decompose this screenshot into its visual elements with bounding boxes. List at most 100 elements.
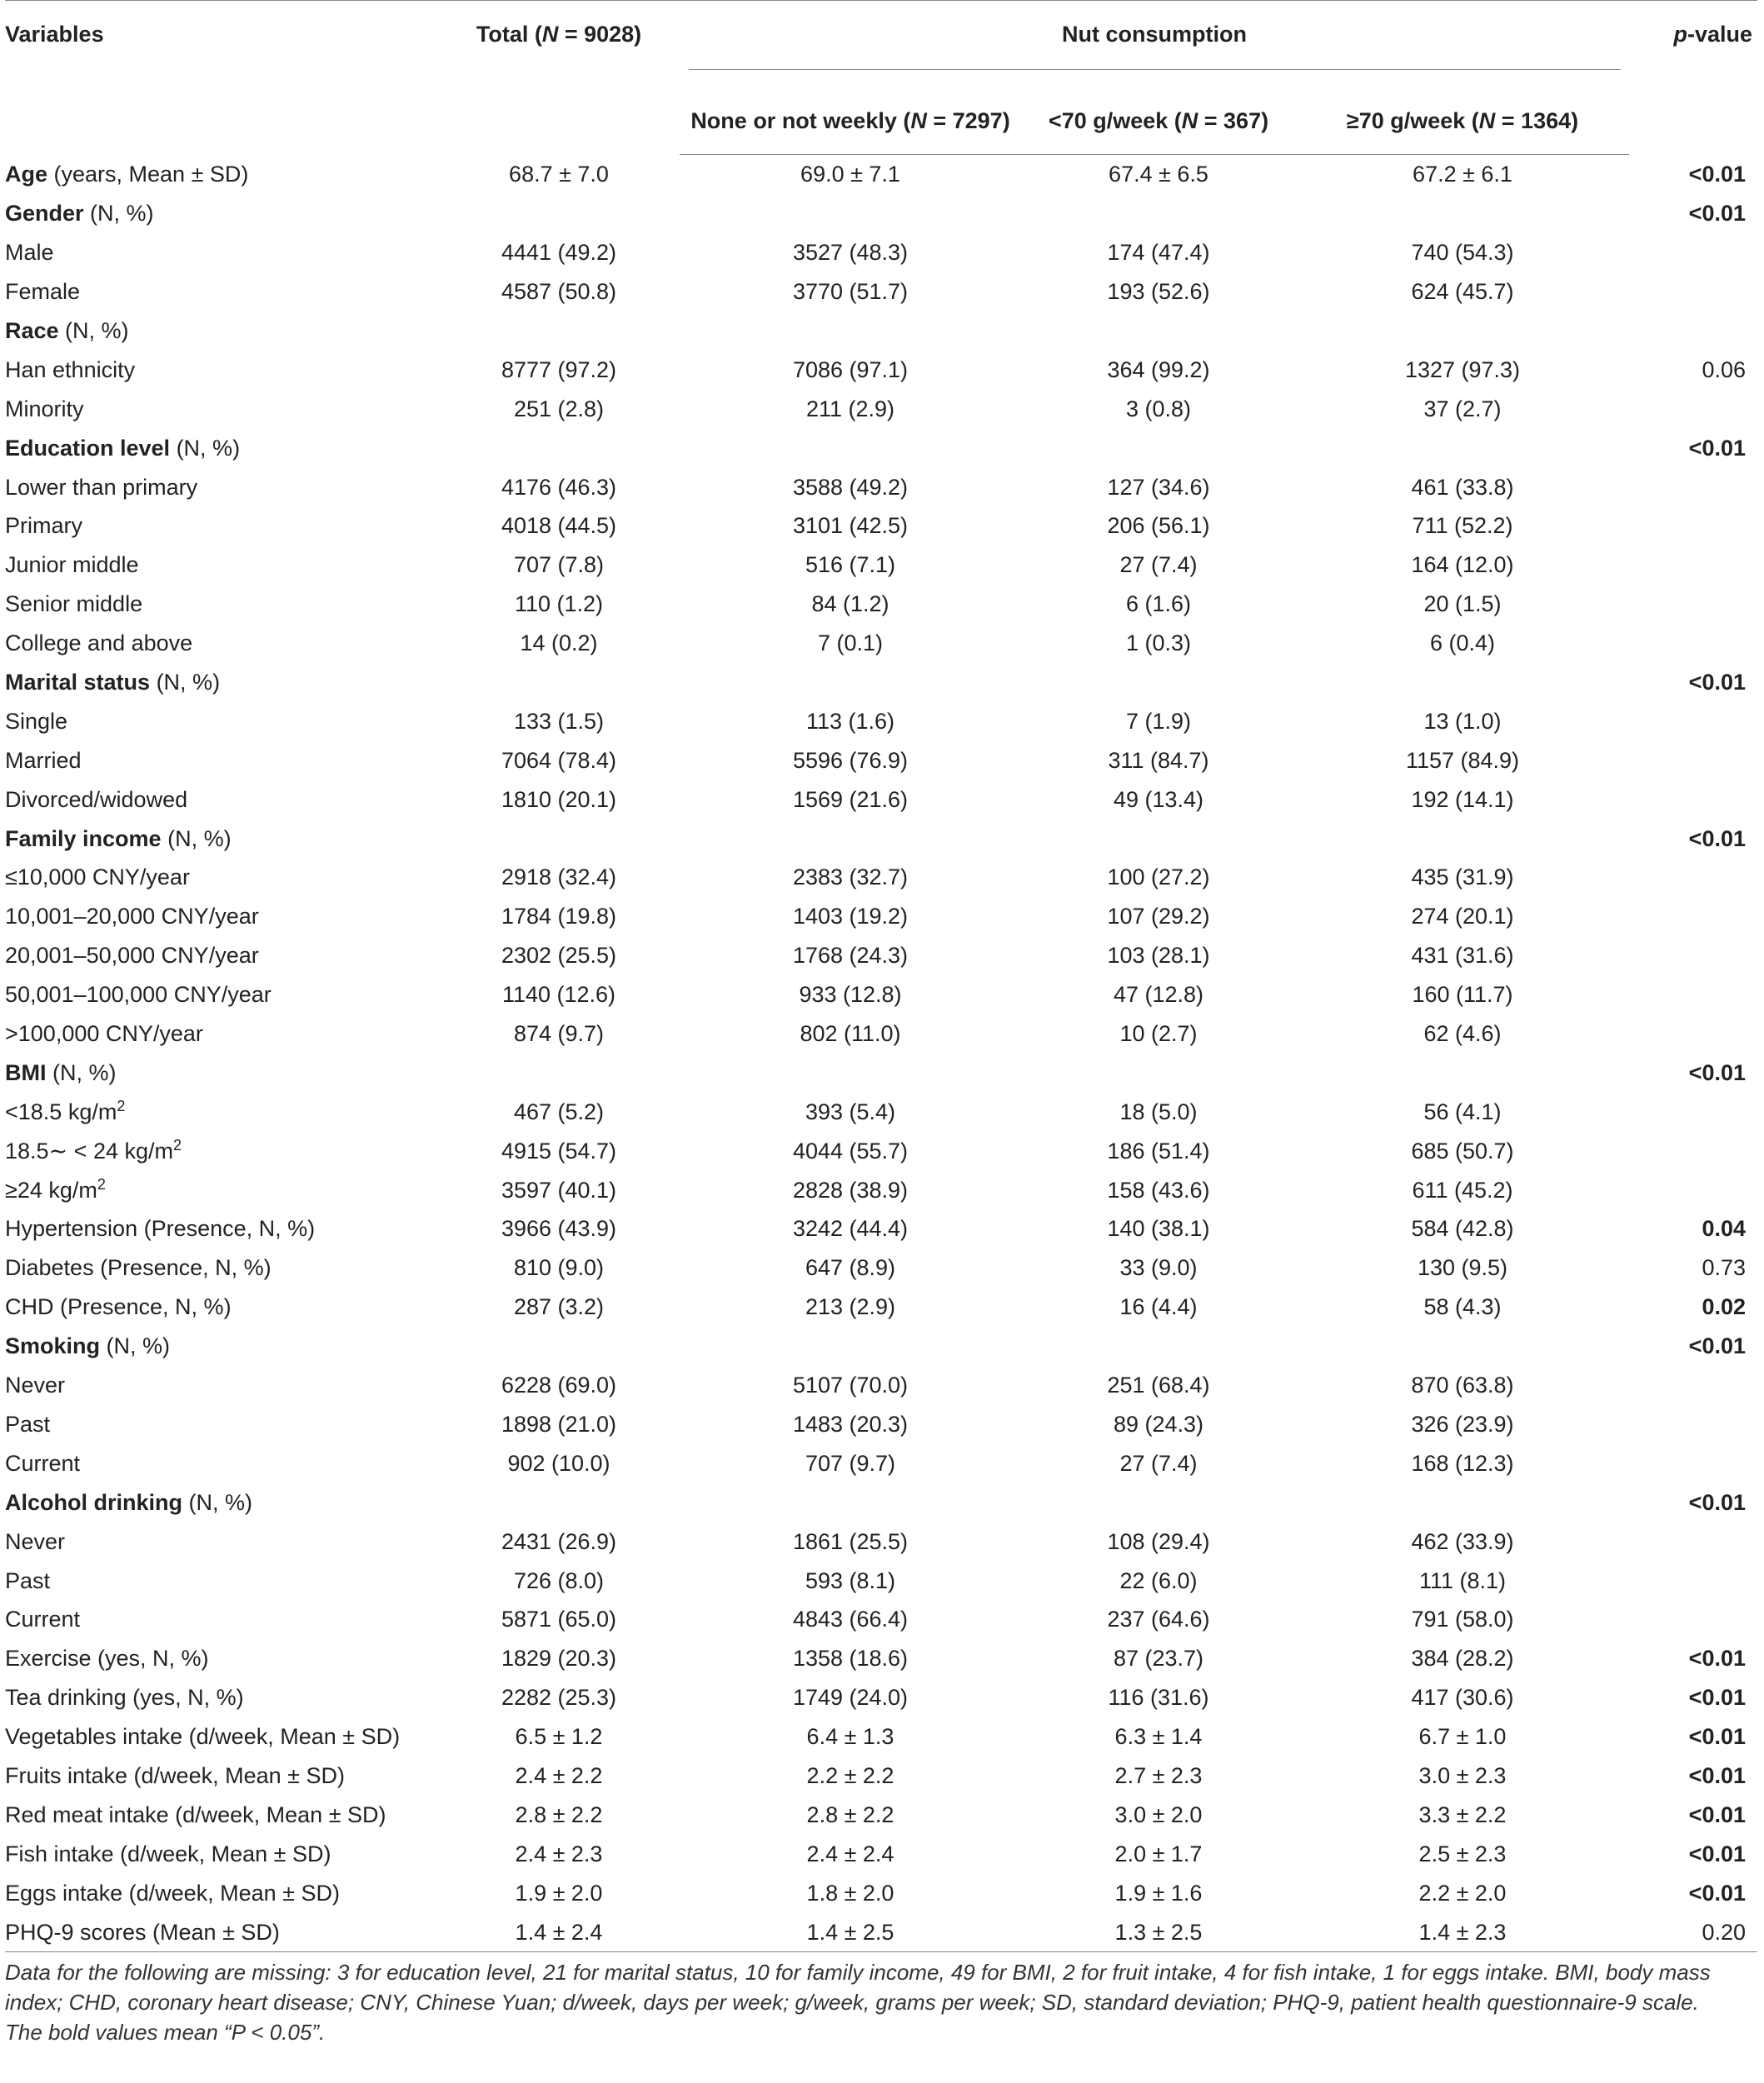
lt70-group-cell: 1.9 ± 1.6 [1114,1880,1203,1906]
total-cell: 5871 (65.0) [501,1607,617,1632]
lt70-group-cell: 100 (27.2) [1107,865,1210,890]
none-group-cell: 1569 (21.6) [792,786,909,812]
lt70-group-cell: 18 (5.0) [1119,1099,1198,1124]
lt70-group-cell: 107 (29.2) [1107,904,1210,929]
none-group-cell [680,1483,1021,1522]
table-row: Education level (N, %) <0.01 [5,428,1757,467]
none-group-cell: 7086 (97.1) [792,356,909,382]
table-row: Never 2431 (26.9) 1861 (25.5) 108 (29.4) 462… [5,1522,1757,1561]
table-row: 10,001–20,000 CNY/year 1784 (19.8) 1403 (1… [5,897,1757,936]
variable-bold-label: Marital status [5,670,151,695]
variable-label: Minority [5,396,84,421]
variable-label: ≥24 kg/m [5,1177,97,1203]
total-cell [438,1327,680,1366]
variable-label: (years, Mean ± SD) [47,162,249,187]
variable-cell: ≤10,000 CNY/year [5,858,438,897]
none-group-cell: 2383 (32.7) [792,865,909,890]
table-row: Age (years, Mean ± SD) 68.7 ± 7.0 69.0 ± 7… [5,155,1757,194]
total-cell [438,819,680,858]
p-value-cell: <0.01 [1688,1489,1746,1515]
none-group-cell [680,311,1021,351]
header-group-lt70: <70 g/week (N = 367) [1021,87,1296,155]
variable-cell: Past [5,1405,438,1444]
none-group-cell: 6.4 ± 1.3 [806,1724,894,1750]
variable-cell: Married [5,740,438,780]
p-value-cell: 0.04 [1702,1216,1746,1242]
ge70-group-cell: 624 (45.7) [1411,279,1514,305]
ge70-group-cell: 611 (45.2) [1412,1177,1513,1203]
ge70-group-cell: 160 (11.7) [1412,982,1513,1008]
table-row: Minority 251 (2.8) 211 (2.9) 3 (0.8) 37 (2.7… [5,389,1757,428]
ge70-group-cell [1296,428,1629,467]
none-group-cell: 1861 (25.5) [792,1528,909,1554]
p-value-cell [1629,1522,1757,1561]
total-cell: 707 (7.8) [513,552,605,578]
variable-bold-label: Age [5,162,48,187]
none-group-cell [680,194,1021,233]
total-cell: 6.5 ± 1.2 [515,1724,603,1750]
p-value-cell: 0.02 [1702,1294,1746,1320]
table-row: Fish intake (d/week, Mean ± SD) 2.4 ± 2.3… [5,1834,1757,1873]
p-value-cell [1629,1092,1757,1131]
unit-superscript: 2 [117,1097,126,1114]
lt70-group-cell: 89 (24.3) [1113,1411,1204,1437]
total-cell [438,194,680,233]
lt70-group-cell [1021,1327,1296,1366]
variable-cell: Past [5,1561,438,1600]
variable-cell: Diabetes (Presence, N, %) [5,1248,438,1288]
p-value-cell: <0.01 [1688,670,1746,695]
lt70-group-cell: 1 (0.3) [1125,630,1192,656]
none-group-cell: 1358 (18.6) [792,1646,909,1672]
table-row: 20,001–50,000 CNY/year 2302 (25.5) 1768 (2… [5,936,1757,975]
p-value-cell: <0.01 [1688,1059,1746,1085]
total-cell: 2.4 ± 2.2 [515,1762,603,1788]
variable-label: (N, %) [100,1333,171,1359]
variable-label: Current [5,1450,81,1476]
variable-cell: Senior middle [5,585,438,624]
none-group-cell: 3242 (44.4) [792,1216,909,1242]
p-value-cell [1629,1170,1757,1209]
variable-cell: ≥24 kg/m2 [5,1170,438,1209]
p-value-cell: <0.01 [1688,162,1746,187]
variable-cell: Age (years, Mean ± SD) [5,155,438,194]
variable-label: (N, %) [58,318,129,343]
none-group-cell: 69.0 ± 7.1 [800,162,900,187]
variable-label: College and above [5,630,193,656]
total-cell: 287 (3.2) [513,1294,605,1320]
table-row: Tea drinking (yes, N, %) 2282 (25.3) 1749 … [5,1678,1757,1717]
none-group-cell: 707 (9.7) [805,1450,896,1476]
ge70-group-cell: 462 (33.9) [1411,1528,1514,1554]
table-row: Fruits intake (d/week, Mean ± SD) 2.4 ± 2… [5,1757,1757,1796]
variable-cell: >100,000 CNY/year [5,1014,438,1054]
variable-cell: 18.5∼ < 24 kg/m2 [5,1131,438,1170]
baseline-characteristics-table: Variables Total (N = 9028) Nut consumpti… [5,0,1757,1952]
variable-bold-label: Education level [5,435,171,461]
ge70-group-cell: 2.5 ± 2.3 [1418,1841,1507,1866]
none-group-cell: 802 (11.0) [800,1021,901,1047]
p-value-cell [1629,1443,1757,1483]
p-value-cell [1629,1405,1757,1444]
variable-cell: Education level (N, %) [5,428,438,467]
ge70-group-cell [1296,194,1629,233]
variable-cell: Junior middle [5,546,438,585]
table-row: Senior middle 110 (1.2) 84 (1.2) 6 (1.6) 20 … [5,585,1757,624]
lt70-group-cell: 108 (29.4) [1107,1528,1210,1554]
total-cell [438,663,680,702]
variable-bold-label: Smoking [5,1333,101,1359]
total-cell: 3597 (40.1) [501,1177,617,1203]
none-group-cell [680,663,1021,702]
variable-cell: Divorced/widowed [5,780,438,819]
ge70-group-cell: 56 (4.1) [1423,1099,1502,1124]
lt70-group-cell [1021,194,1296,233]
none-group-cell: 1483 (20.3) [792,1411,909,1437]
total-cell: 4915 (54.7) [501,1138,617,1164]
none-group-cell: 2.4 ± 2.4 [806,1841,894,1866]
ge70-group-cell: 1157 (84.9) [1405,747,1520,773]
total-cell: 2918 (32.4) [501,865,617,890]
none-group-cell: 211 (2.9) [805,396,895,421]
p-value-cell: 0.06 [1702,356,1746,382]
variable-label: Fish intake (d/week, Mean ± SD) [5,1841,331,1866]
total-cell: 810 (9.0) [513,1255,605,1281]
ge70-group-cell: 130 (9.5) [1417,1255,1508,1281]
